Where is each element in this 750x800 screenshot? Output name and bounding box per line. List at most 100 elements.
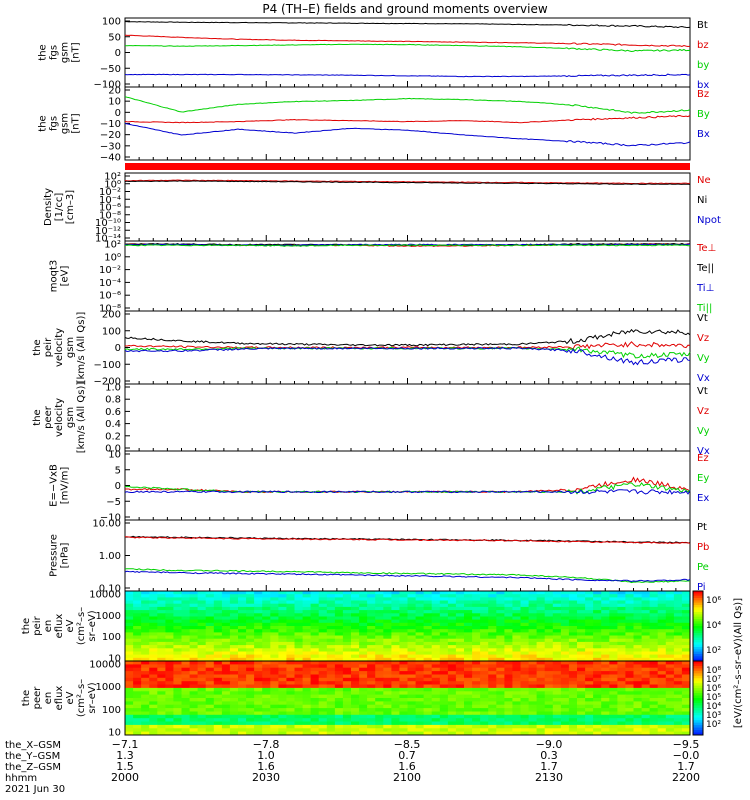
heatmap-cell: [673, 711, 683, 716]
heatmap-cell: [221, 674, 231, 679]
heatmap-cell: [593, 613, 602, 617]
heatmap-cell: [310, 718, 320, 723]
heatmap-cell: [399, 671, 408, 675]
heatmap-cell: [520, 622, 530, 627]
heatmap-cell: [133, 594, 142, 598]
heatmap-cell: [415, 606, 425, 611]
heatmap-cell: [577, 626, 586, 630]
heatmap-cell: [577, 597, 586, 602]
y-axis-label-line: eflux: [54, 686, 65, 711]
heatmap-cell: [673, 731, 683, 736]
heatmap-cell: [205, 711, 215, 716]
heatmap-cell: [334, 694, 344, 699]
heatmap-cell: [431, 591, 441, 595]
heatmap-cell: [568, 603, 578, 608]
heatmap-cell: [455, 641, 465, 646]
heatmap-cell: [189, 684, 199, 689]
heatmap-cell: [262, 613, 271, 617]
y-tick-label: 1000: [96, 611, 121, 622]
heatmap-cell: [480, 632, 489, 637]
heatmap-cell: [286, 718, 295, 723]
heatmap-cell: [625, 619, 634, 624]
heatmap-cell: [141, 648, 150, 652]
heatmap-cell: [472, 648, 481, 652]
heatmap-cell: [496, 671, 505, 675]
heatmap-cell: [464, 635, 473, 640]
heatmap-cell: [189, 687, 199, 692]
heatmap-cell: [577, 698, 586, 702]
heatmap-cell: [617, 714, 626, 719]
heatmap-cell: [334, 677, 344, 682]
heatmap-cell: [383, 626, 392, 630]
heatmap-cell: [286, 664, 295, 669]
heatmap-cell: [294, 616, 304, 621]
heatmap-cell: [488, 594, 497, 598]
heatmap-cell: [480, 657, 489, 662]
heatmap-cell: [536, 718, 546, 723]
heatmap-cell: [133, 698, 142, 702]
heatmap-cell: [585, 616, 594, 621]
heatmap-cell: [125, 718, 134, 723]
heatmap-cell: [229, 721, 239, 726]
heatmap-cell: [673, 664, 683, 669]
heatmap-cell: [431, 684, 441, 689]
heatmap-cell: [367, 724, 376, 729]
heatmap-cell: [568, 671, 578, 675]
heatmap-cell: [254, 622, 263, 627]
heatmap-cell: [601, 632, 610, 637]
y-tick-label: 0.10: [99, 584, 121, 595]
heatmap-cell: [415, 691, 425, 696]
heatmap-cell: [447, 714, 457, 719]
heatmap-cell: [455, 728, 465, 733]
heatmap-cell: [197, 635, 207, 640]
heatmap-cell: [221, 648, 231, 652]
heatmap-cell: [552, 718, 562, 723]
heatmap-cell: [359, 728, 368, 733]
heatmap-cell: [399, 661, 408, 665]
heatmap-cell: [601, 677, 610, 682]
colorbar-cell: [693, 685, 703, 689]
heatmap-cell: [165, 619, 174, 624]
heatmap-cell: [528, 654, 538, 659]
heatmap-cell: [173, 714, 182, 719]
heatmap-cell: [536, 632, 546, 637]
heatmap-cell: [270, 616, 279, 621]
heatmap-cell: [480, 594, 489, 598]
heatmap-cell: [221, 718, 231, 723]
heatmap-cell: [197, 632, 207, 637]
heatmap-cell: [407, 728, 417, 733]
heatmap-cell: [609, 635, 618, 640]
heatmap-cell: [593, 667, 602, 672]
heatmap-cell: [464, 694, 473, 699]
y-tick-label: 10.00: [92, 519, 121, 530]
heatmap-cell: [447, 661, 457, 665]
heatmap-cell: [585, 728, 594, 733]
heatmap-cell: [512, 728, 521, 733]
heatmap-cell: [326, 657, 336, 662]
heatmap-cell: [181, 714, 191, 719]
colorbar-cell: [693, 623, 703, 627]
heatmap-cell: [181, 667, 191, 672]
heatmap-cell: [302, 600, 312, 605]
heatmap-cell: [657, 721, 667, 726]
heatmap-cell: [399, 721, 408, 726]
legend-entry: Ez: [697, 453, 709, 464]
heatmap-cell: [464, 600, 473, 605]
heatmap-cell: [552, 701, 562, 706]
heatmap-cell: [157, 622, 166, 627]
heatmap-cell: [577, 661, 586, 665]
heatmap-cell: [673, 635, 683, 640]
heatmap-cell: [601, 694, 610, 699]
heatmap-cell: [326, 597, 336, 602]
heatmap-cell: [165, 661, 174, 665]
heatmap-cell: [439, 626, 449, 630]
heatmap-cell: [488, 684, 497, 689]
heatmap-cell: [391, 654, 400, 659]
heatmap-cell: [681, 626, 691, 630]
series-line: [124, 328, 691, 347]
heatmap-cell: [593, 698, 602, 702]
heatmap-cell: [157, 619, 166, 624]
heatmap-cell: [318, 691, 328, 696]
x-row-value: −9.0: [536, 738, 563, 751]
